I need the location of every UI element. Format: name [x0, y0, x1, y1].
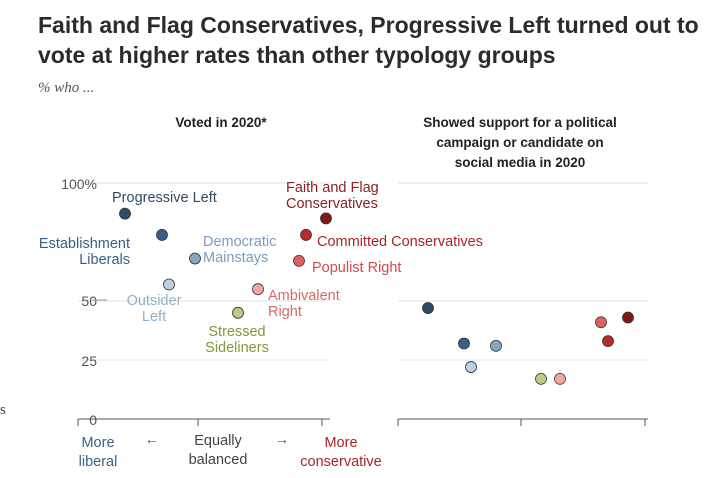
data-point: [156, 229, 168, 241]
panel-title: Voted in 2020*: [175, 115, 267, 130]
x-axis-left-label-line: liberal: [79, 454, 118, 470]
x-axis-left-label: More liberal: [79, 435, 118, 470]
data-point: [465, 361, 477, 373]
data-point: [535, 372, 547, 385]
data-point: [189, 252, 201, 265]
y-tick-labels: 100% 50 25 0: [61, 176, 97, 428]
point-label-line: Progressive Left: [112, 190, 217, 206]
data-point: [490, 339, 502, 352]
point-label-line: Left: [142, 309, 166, 325]
x-axis-center-label-line: Equally: [194, 433, 242, 449]
point-label-line: Populist Right: [312, 260, 401, 276]
x-axis-center-label: Equally balanced: [189, 433, 248, 468]
point-label-line: Stressed: [208, 324, 265, 340]
gridlines: [78, 182, 648, 361]
point-labels: Progressive Left Establishment Liberals Dem…: [39, 180, 483, 356]
panel-title: Showed support for a political: [423, 115, 617, 130]
data-point: [252, 283, 264, 296]
point-label: Establishment Liberals: [39, 236, 130, 268]
point-label-line: Establishment: [39, 236, 130, 252]
point-label: Faith and Flag Conservatives: [286, 180, 379, 212]
panel-titles: Voted in 2020* Showed support for a polit…: [175, 115, 616, 170]
point-label: Progressive Left: [112, 190, 217, 206]
point-label-line: Right: [268, 304, 302, 320]
left-arrow: ←: [145, 432, 160, 448]
axes: [77, 418, 648, 426]
data-point: [602, 335, 614, 348]
data-point: [293, 254, 305, 267]
point-label: Democratic Mainstays: [203, 234, 276, 266]
y-tick-label: 100%: [61, 176, 97, 192]
data-points: [119, 207, 634, 385]
point-label-line: Ambivalent: [268, 288, 340, 304]
chart-title: Faith and Flag Conservatives, Progressiv…: [38, 12, 699, 68]
x-axis-right-label-line: More: [324, 435, 357, 451]
x-axis-center-label-line: balanced: [189, 452, 248, 468]
data-point: [458, 337, 470, 350]
data-point: [119, 207, 131, 220]
data-point: [320, 212, 332, 225]
data-point: [300, 229, 312, 241]
x-axis-left-label-line: More: [81, 435, 114, 451]
point-label: Stressed Sideliners: [205, 324, 269, 356]
x-axis-right-label: More conservative: [300, 435, 381, 470]
point-label-line: Committed Conservatives: [317, 234, 483, 250]
data-point: [422, 302, 434, 314]
point-label-line: Sideliners: [205, 340, 269, 356]
point-label-line: Mainstays: [203, 250, 268, 266]
point-label-line: Conservatives: [286, 196, 378, 212]
point-label-line: Outsider: [127, 293, 182, 309]
panel-title: campaign or candidate on: [436, 135, 603, 150]
right-arrow: →: [275, 432, 290, 448]
point-label: Outsider Left: [127, 293, 182, 325]
data-point: [595, 316, 607, 329]
y-tick-label: 50: [81, 293, 97, 309]
data-point: [622, 311, 634, 324]
point-label: Ambivalent Right: [268, 288, 340, 320]
panel-title: social media in 2020: [455, 155, 586, 170]
point-label: Populist Right: [312, 260, 401, 276]
data-point: [163, 278, 175, 291]
point-label-line: Faith and Flag: [286, 180, 379, 196]
y-tick-label: 0: [89, 412, 97, 428]
point-label-line: Liberals: [79, 252, 130, 268]
x-axis-right-label-line: conservative: [300, 454, 381, 470]
x-axis-labels: More liberal Equally balanced More conservati…: [79, 432, 382, 470]
stray-character: s: [0, 402, 6, 418]
data-point: [554, 372, 566, 385]
point-label-line: Democratic: [203, 234, 276, 250]
point-label: Committed Conservatives: [317, 234, 483, 250]
data-point: [232, 306, 244, 319]
y-tick-label: 25: [81, 353, 97, 369]
chart-subtitle: % who ...: [38, 80, 95, 96]
